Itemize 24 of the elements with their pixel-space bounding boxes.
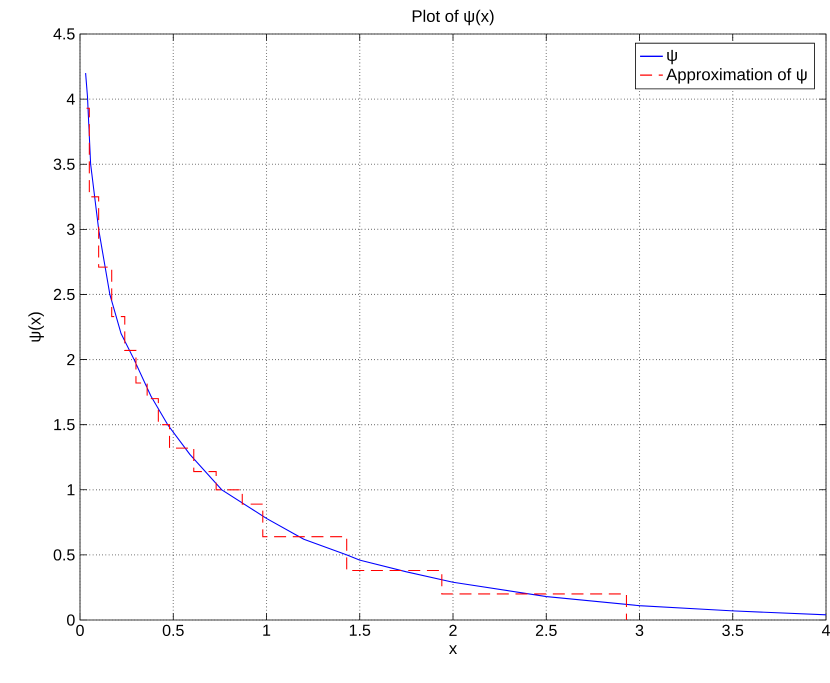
legend-label: Approximation of ψ — [666, 68, 807, 84]
x-tick-label: 0.5 — [162, 624, 184, 636]
y-tick-label: 1 — [68, 484, 75, 496]
y-tick-label: 3.5 — [54, 158, 75, 170]
x-axis-title: x — [449, 645, 457, 654]
y-tick-label: 2 — [67, 354, 74, 366]
y-tick-label: 3 — [67, 224, 75, 235]
x-tick-label: 0 — [76, 624, 84, 636]
y-tick-label: 4 — [66, 94, 75, 105]
y-tick-label: 0.5 — [54, 549, 75, 561]
x-tick-label: 4 — [822, 624, 830, 636]
y-tick-label: 0 — [67, 614, 75, 626]
x-tick-label: 1 — [263, 624, 270, 636]
chart-title: Plot of ψ(x) — [412, 10, 494, 26]
x-tick-label: 2 — [449, 624, 457, 636]
x-tick-label: 3 — [636, 624, 644, 636]
x-tick-label: 3.5 — [722, 624, 744, 636]
y-axis-title: ψ(x) — [28, 312, 44, 342]
x-tick-label: 1.5 — [350, 624, 370, 636]
y-tick-label: 4.5 — [53, 28, 75, 40]
x-tick-label: 2.5 — [536, 624, 557, 636]
y-tick-label: 1.5 — [54, 419, 75, 430]
legend-label: ψ — [667, 50, 677, 64]
y-tick-label: 2.5 — [54, 288, 75, 300]
